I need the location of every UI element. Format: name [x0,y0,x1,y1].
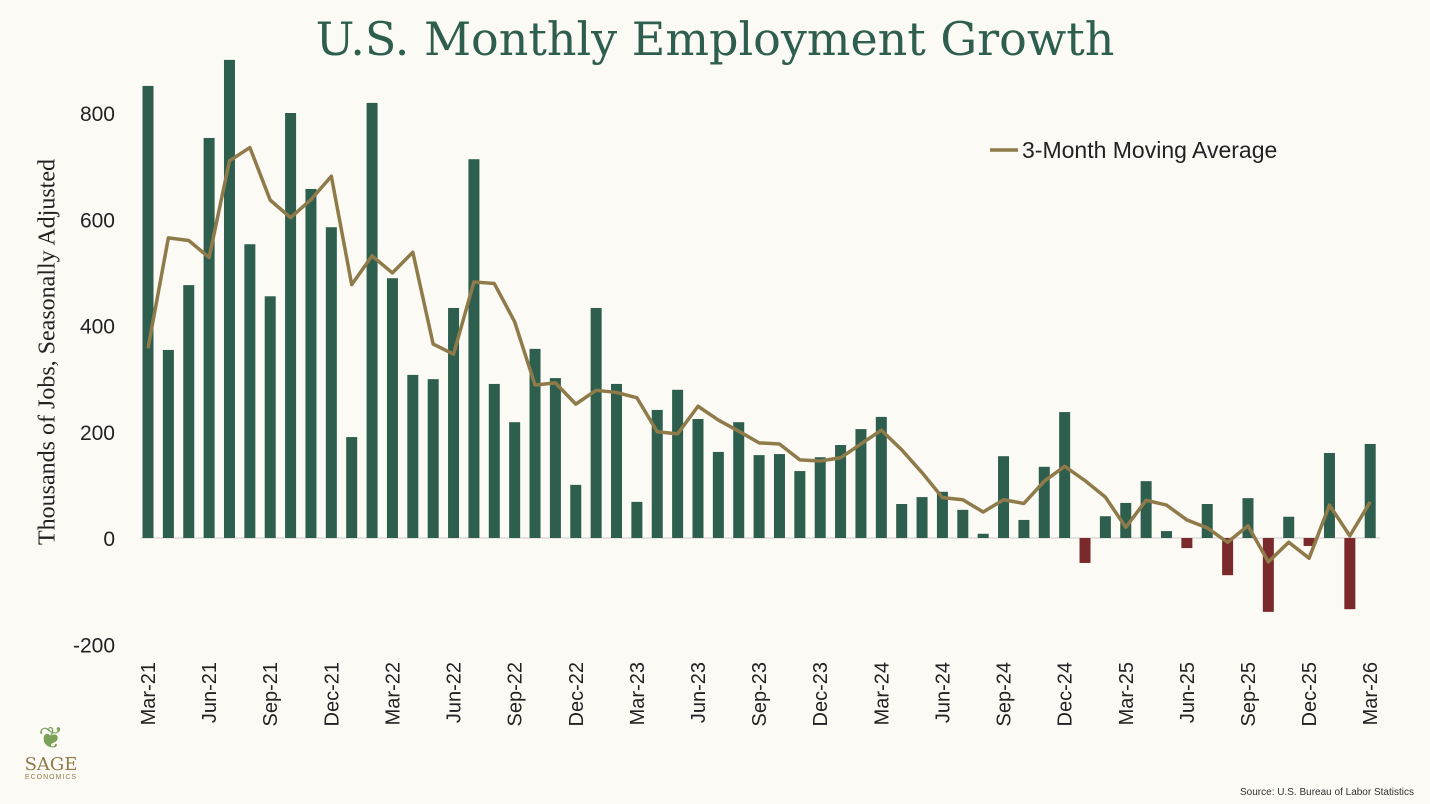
bar-Dec-21 [325,227,337,538]
x-tick-label: Jun-25 [1177,662,1199,723]
bar-Jan-25 [1079,538,1091,563]
x-tick-label: Dec-21 [321,662,343,726]
bar-Feb-25 [1099,516,1111,538]
bar-Aug-25 [1222,538,1234,576]
bar-Jun-25 [1181,538,1193,549]
y-tick-label: -200 [73,634,115,657]
bar-Nov-22 [549,378,561,538]
bar-Jun-24 [936,491,948,538]
x-tick-label: Sep-22 [505,662,527,727]
bar-Mar-22 [386,278,398,538]
bar-Jul-22 [468,159,480,538]
bar-Mar-24 [875,416,887,538]
bar-Jan-26 [1323,453,1335,538]
x-tick-label: Mar-26 [1360,662,1382,725]
x-tick-label: Dec-23 [810,662,832,726]
bar-Oct-24 [1018,519,1030,538]
x-tick-label: Dec-25 [1299,662,1321,726]
x-tick-label: Jun-23 [688,662,710,723]
bar-Nov-23 [794,471,806,538]
bar-Jul-23 [712,451,724,538]
bar-Jun-23 [692,419,704,538]
chart-title: U.S. Monthly Employment Growth [315,12,1115,66]
bar-Jun-22 [448,307,460,538]
x-tick-label: Jun-21 [199,662,221,723]
bar-May-22 [427,379,439,538]
bar-Feb-26 [1344,538,1356,610]
bar-Oct-21 [285,113,297,538]
x-tick-label: Sep-24 [994,662,1016,727]
x-tick-label: Mar-24 [871,662,893,725]
bar-Oct-22 [529,348,541,538]
bar-May-23 [672,389,684,538]
bar-Aug-21 [244,244,256,538]
x-tick-label: Jun-22 [444,662,466,723]
x-tick-label: Jun-24 [932,662,954,723]
bar-Nov-25 [1283,516,1295,538]
bar-Aug-23 [733,422,745,538]
x-tick-label: Sep-25 [1238,662,1260,727]
bar-Aug-24 [977,533,989,538]
bar-Sep-21 [264,296,276,538]
bar-Apr-23 [651,409,663,538]
source-note: Source: U.S. Bureau of Labor Statistics [1240,787,1414,798]
y-tick-label: 400 [80,316,115,339]
sage-economics-logo: ❦ SAGE ECONOMICS [14,722,88,798]
x-tick-label: Mar-23 [627,662,649,725]
x-tick-label: Dec-24 [1055,662,1077,726]
bar-Jan-22 [346,437,358,538]
bar-Nov-24 [1038,466,1050,538]
moving-average-line [146,145,1372,564]
bar-Dec-24 [1059,412,1071,538]
y-tick-label: 800 [80,103,115,126]
leaf-icon: ❦ [38,721,64,756]
y-tick-label: 600 [80,209,115,232]
bar-Dec-25 [1303,538,1315,546]
bar-May-24 [916,497,928,538]
y-tick-label: 200 [80,422,115,445]
x-tick-label: Dec-22 [566,662,588,726]
bar-Aug-22 [488,383,500,538]
x-tick-label: Mar-21 [138,662,160,725]
bar-Sep-25 [1242,498,1254,538]
bar-Jul-24 [957,509,969,538]
bar-Feb-22 [366,102,378,538]
x-tick-label: Sep-23 [749,662,771,727]
bar-Apr-21 [162,349,174,538]
bar-Sep-23 [753,455,765,538]
y-tick-label: 0 [103,528,115,551]
bar-Mar-26 [1364,443,1376,538]
x-tick-label: Mar-25 [1116,662,1138,725]
bar-Oct-25 [1262,538,1274,612]
bar-Sep-22 [509,422,521,538]
bar-Feb-23 [611,383,623,538]
bar-Mar-23 [631,501,643,538]
logo-name: SAGE [24,754,78,775]
x-tick-label: Mar-22 [382,662,404,725]
bar-Nov-21 [305,188,317,538]
bar-Feb-24 [855,429,867,538]
logo-sub: ECONOMICS [24,774,78,781]
bar-Jun-21 [203,137,215,538]
bar-Jan-24 [835,445,847,538]
bar-Sep-24 [998,456,1010,538]
bar-Jul-25 [1201,504,1213,538]
bar-May-25 [1161,531,1172,538]
legend-label: 3-Month Moving Average [1022,137,1277,163]
bar-Jan-23 [590,307,602,538]
bar-Apr-25 [1140,481,1152,538]
bar-Mar-21 [142,85,154,538]
bar-Jul-21 [223,59,235,538]
bar-Apr-22 [407,374,419,538]
bar-Apr-24 [896,504,908,538]
bar-Oct-23 [773,454,785,538]
x-tick-label: Sep-21 [260,662,282,727]
bar-May-21 [183,285,195,538]
bar-Dec-22 [570,484,582,538]
bar-Dec-23 [814,457,826,538]
bar-Mar-25 [1120,502,1132,538]
